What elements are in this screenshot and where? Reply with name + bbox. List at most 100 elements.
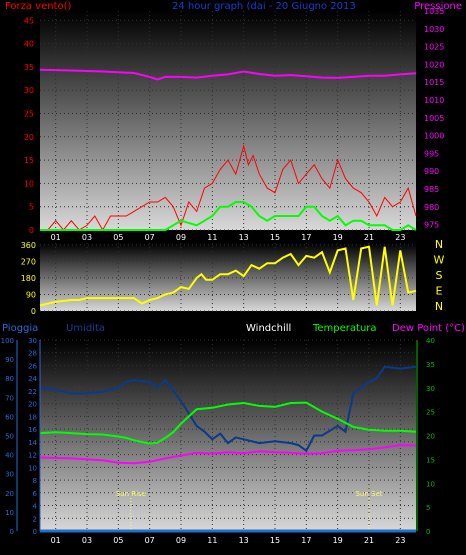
panel2-series — [39, 245, 417, 307]
direction-tick-label: 360 — [21, 241, 36, 250]
sun-marker-label: Sun Set — [355, 490, 382, 498]
wind-tick-label: 15 — [24, 156, 34, 165]
rain-tick-label: 80 — [5, 375, 14, 383]
x-tick-label: 21 — [364, 233, 374, 242]
pressure-tick-label: 990 — [424, 167, 439, 176]
humidity-tick-label: 8 — [33, 477, 37, 485]
pressure-tick-label: 1015 — [424, 78, 444, 87]
x-tick-label: 09 — [176, 536, 186, 545]
rain-tick-label: 50 — [5, 433, 14, 441]
legend-dewpoint: Dew Point (°C) — [392, 323, 465, 334]
gust-line — [47, 144, 417, 232]
humidity-tick-label: 18 — [28, 413, 37, 421]
panel2-grid — [40, 243, 416, 312]
x-tick-label: 09 — [176, 233, 186, 242]
x-tick-label: 19 — [333, 233, 343, 242]
panel1-plot-area — [40, 11, 416, 230]
direction-tick-label: 180 — [21, 274, 36, 283]
legend-humidity: Umidita — [66, 323, 105, 334]
x-tick-label: 13 — [239, 536, 249, 545]
wind-axis-label: Forza vento() — [5, 1, 72, 12]
x-tick-label: 11 — [207, 536, 217, 545]
wind-average-line — [40, 201, 417, 231]
wind-tick-label: 45 — [24, 16, 34, 25]
pressure-axis-label: Pressione — [414, 1, 462, 12]
pressure-tick-label: 1025 — [424, 43, 444, 52]
pressure-tick-label: 1000 — [424, 132, 444, 141]
x-tick-label: 03 — [82, 233, 92, 242]
x-tick-label: 13 — [239, 233, 249, 242]
temperature-tick-label: 20 — [426, 433, 435, 441]
temperature-tick-label: 15 — [426, 456, 435, 464]
temperature-tick-label: 30 — [426, 385, 435, 393]
x-tick-label: 11 — [207, 233, 217, 242]
pressure-tick-label: 1020 — [424, 60, 444, 69]
direction-tick-label: 0 — [31, 307, 36, 316]
x-tick-label: 07 — [145, 536, 155, 545]
panel1-left-axis: 0 5 10 15 20 25 30 35 40 45 — [24, 16, 34, 235]
humidity-tick-label: 30 — [28, 337, 37, 345]
humidity-tick-label: 28 — [28, 350, 37, 358]
temperature-axis: 0 5 10 15 20 25 30 35 40 — [416, 337, 435, 536]
wind-tick-label: 30 — [24, 86, 34, 95]
rain-tick-label: 10 — [5, 509, 14, 517]
x-tick-label: 23 — [395, 536, 405, 545]
x-tick-label: 07 — [145, 233, 155, 242]
humidity-tick-label: 14 — [28, 439, 37, 447]
legend-rain: Pioggia — [2, 323, 38, 334]
x-tick-label: 01 — [51, 536, 61, 545]
legend-temperature: Temperatura — [312, 323, 377, 334]
pressure-tick-label: 985 — [424, 185, 439, 194]
temperature-tick-label: 10 — [426, 480, 435, 488]
panel3-x-axis: 01 03 05 07 09 11 13 15 17 19 21 23 — [51, 536, 406, 545]
pressure-tick-label: 1010 — [424, 96, 444, 105]
x-tick-label: 05 — [113, 233, 123, 242]
humidity-tick-label: 4 — [33, 503, 38, 511]
x-tick-label: 15 — [270, 233, 280, 242]
panel1-right-axis: 975 980 985 990 995 1000 1005 1010 1015 1020 1025 1… — [424, 7, 444, 230]
humidity-tick-label: 16 — [28, 426, 37, 434]
x-tick-label: 17 — [301, 536, 311, 545]
rain-tick-label: 60 — [5, 413, 14, 421]
wind-tick-label: 25 — [24, 110, 34, 119]
pressure-tick-label: 980 — [424, 203, 439, 212]
rain-tick-label: 20 — [5, 490, 14, 498]
humidity-tick-label: 0 — [33, 528, 37, 536]
rain-tick-label: 0 — [10, 528, 14, 536]
rain-axis: 0 10 20 30 40 50 60 70 80 90 100 — [1, 337, 18, 536]
rain-tick-label: 70 — [5, 394, 14, 402]
humidity-tick-label: 10 — [28, 464, 37, 472]
panel3-plot-area — [40, 340, 416, 531]
pressure-tick-label: 995 — [424, 149, 439, 158]
wind-tick-label: 35 — [24, 63, 34, 72]
compass-label: W — [434, 254, 445, 267]
pressure-line — [39, 68, 417, 81]
humidity-tick-label: 24 — [28, 375, 37, 383]
temperature-tick-label: 5 — [426, 504, 430, 512]
temperature-tick-label: 25 — [426, 409, 435, 417]
legend-windchill: Windchill — [246, 323, 291, 334]
panel2-left-axis: 0 90 180 270 360 — [21, 241, 36, 316]
x-tick-label: 19 — [333, 536, 343, 545]
panel1-x-axis: 01 03 05 07 09 11 13 15 17 19 21 23 — [51, 233, 406, 242]
temperature-tick-label: 0 — [426, 528, 430, 536]
temperature-tick-label: 35 — [426, 361, 435, 369]
wind-tick-label: 10 — [24, 179, 34, 188]
x-tick-label: 03 — [82, 536, 92, 545]
wind-tick-label: 20 — [24, 133, 34, 142]
compass-label: N — [435, 238, 443, 251]
x-tick-label: 23 — [395, 233, 405, 242]
pressure-tick-label: 1035 — [424, 7, 444, 16]
rain-tick-label: 90 — [5, 356, 14, 364]
humidity-tick-label: 26 — [28, 362, 37, 370]
pressure-tick-label: 975 — [424, 221, 439, 230]
rain-tick-label: 40 — [5, 452, 14, 460]
x-tick-label: 05 — [113, 536, 123, 545]
x-tick-label: 21 — [364, 536, 374, 545]
direction-tick-label: 90 — [26, 290, 36, 299]
